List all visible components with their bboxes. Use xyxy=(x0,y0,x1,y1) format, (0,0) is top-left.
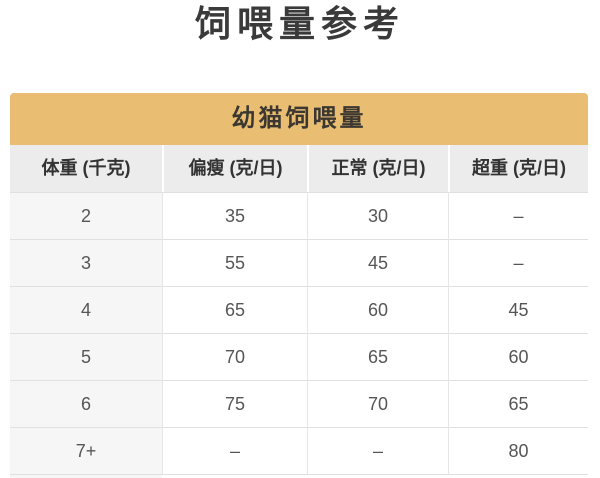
table-cell xyxy=(448,475,588,478)
column-header: 偏瘦 (克/日) xyxy=(162,145,307,192)
table-cell xyxy=(10,475,162,478)
row-value-cell: 65 xyxy=(162,286,307,333)
row-weight-cell: 5 xyxy=(10,333,162,380)
page-title: 饲喂量参考 xyxy=(194,3,405,44)
row-value-cell: 75 xyxy=(162,380,307,427)
column-header: 超重 (克/日) xyxy=(448,145,588,192)
column-header: 体重 (千克) xyxy=(10,145,162,192)
row-value-cell: 70 xyxy=(162,333,307,380)
table-cell xyxy=(307,475,448,478)
row-weight-cell: 4 xyxy=(10,286,162,333)
table-body: 2 35 30–3 55 45–4 65 60 45 5 70 65 60 6 75 70 65 7+ – –80 xyxy=(10,192,588,474)
row-weight-cell: 2 xyxy=(10,192,162,239)
row-value-cell: – xyxy=(448,192,588,239)
row-value-cell: 60 xyxy=(307,286,448,333)
table-row: 2 35 30– xyxy=(10,192,588,239)
row-value-cell: 65 xyxy=(448,380,588,427)
table-cell xyxy=(162,475,307,478)
row-weight-cell: 6 xyxy=(10,380,162,427)
row-value-cell: 60 xyxy=(448,333,588,380)
row-weight-cell: 3 xyxy=(10,239,162,286)
column-header: 正常 (克/日) xyxy=(307,145,448,192)
row-value-cell: – xyxy=(162,427,307,474)
table-next-row-sliver xyxy=(10,474,588,478)
row-value-cell: 55 xyxy=(162,239,307,286)
table-header-row: 体重 (千克) 偏瘦 (克/日) 正常 (克/日) 超重 (克/日) xyxy=(10,145,588,192)
row-value-cell: 45 xyxy=(448,286,588,333)
table-row: 5 70 65 60 xyxy=(10,333,588,380)
row-value-cell: 45 xyxy=(307,239,448,286)
row-value-cell: 70 xyxy=(307,380,448,427)
row-value-cell: 80 xyxy=(448,427,588,474)
table-row: 4 65 60 45 xyxy=(10,286,588,333)
row-weight-cell: 7+ xyxy=(10,427,162,474)
table-row: 7+ – –80 xyxy=(10,427,588,474)
row-value-cell: 30 xyxy=(307,192,448,239)
row-value-cell: 35 xyxy=(162,192,307,239)
table-row: 3 55 45– xyxy=(10,239,588,286)
row-value-cell: 65 xyxy=(307,333,448,380)
table-caption: 幼猫饲喂量 xyxy=(10,93,588,145)
row-value-cell: – xyxy=(448,239,588,286)
table-row: 6 75 70 65 xyxy=(10,380,588,427)
row-value-cell: – xyxy=(307,427,448,474)
